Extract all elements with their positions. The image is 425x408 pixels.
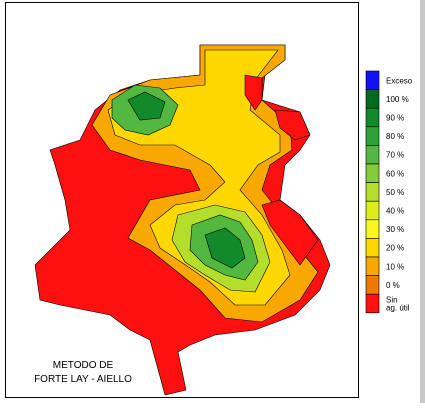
legend-label: 10 % bbox=[386, 262, 404, 271]
legend-swatch bbox=[365, 200, 380, 221]
legend-label: 100 % bbox=[386, 95, 409, 104]
legend-label: 50 % bbox=[386, 188, 404, 197]
legend-swatch bbox=[365, 145, 380, 165]
map bbox=[34, 44, 331, 396]
legend-label: 0 % bbox=[386, 281, 400, 290]
legend-label: 30 % bbox=[386, 225, 404, 234]
legend-swatch bbox=[365, 219, 380, 239]
legend-swatch bbox=[365, 89, 380, 109]
legend-label: Exceso bbox=[386, 76, 413, 85]
legend-label: Sin bbox=[386, 296, 398, 305]
legend: Exceso 100 % 90 % 80 % 70 % 60 % 50 % 40 % 30 % 2… bbox=[365, 70, 413, 314]
region-north-darkgreen bbox=[127, 91, 166, 121]
legend-swatch bbox=[365, 70, 380, 90]
legend-label: 60 % bbox=[386, 169, 404, 178]
legend-swatch bbox=[365, 126, 380, 146]
caption-line: METODO DE bbox=[53, 360, 114, 371]
legend-swatch bbox=[365, 275, 380, 295]
legend-swatch bbox=[365, 182, 380, 202]
legend-swatch bbox=[365, 163, 380, 183]
legend-label: 80 % bbox=[386, 132, 404, 141]
legend-label: 40 % bbox=[386, 207, 404, 216]
region-darkgreen bbox=[204, 227, 246, 269]
legend-swatch bbox=[365, 256, 380, 276]
legend-label: 90 % bbox=[386, 114, 404, 123]
caption-line: FORTE LAY - AIELLO bbox=[34, 374, 132, 385]
legend-label: 20 % bbox=[386, 244, 404, 253]
legend-swatch bbox=[365, 107, 380, 128]
legend-swatch bbox=[365, 293, 380, 314]
legend-label: 70 % bbox=[386, 151, 404, 160]
legend-label: ag. útil bbox=[386, 304, 410, 313]
region-east-red bbox=[244, 74, 319, 266]
scroll-edge bbox=[420, 0, 425, 403]
legend-swatch bbox=[365, 238, 380, 258]
